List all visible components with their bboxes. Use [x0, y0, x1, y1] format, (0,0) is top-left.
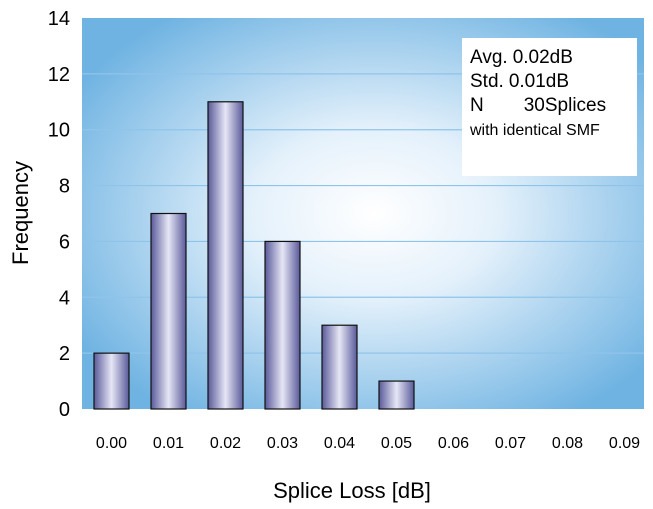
- x-axis-title: Splice Loss [dB]: [273, 478, 431, 503]
- std-value: 0.01dB: [508, 71, 570, 92]
- bar: [378, 380, 415, 410]
- y-tick-label: 4: [59, 287, 70, 309]
- x-tick-label: 0.06: [438, 435, 469, 452]
- avg-label: Avg.: [470, 47, 508, 68]
- bars: [93, 101, 415, 410]
- stats-n: N 30Splices: [470, 94, 637, 118]
- x-tick-label: 0.05: [381, 435, 412, 452]
- y-tick-label: 14: [48, 8, 70, 30]
- stats-avg: Avg. 0.02dB: [470, 46, 637, 70]
- x-tick-label: 0.07: [495, 435, 526, 452]
- avg-value: 0.02dB: [512, 47, 573, 68]
- bar: [207, 101, 244, 410]
- std-label: Std.: [470, 71, 504, 92]
- y-tick-label: 12: [48, 64, 70, 86]
- x-tick-label: 0.02: [210, 435, 241, 452]
- y-axis-title: Frequency: [8, 161, 33, 265]
- n-label: N: [470, 95, 484, 116]
- x-tick-label: 0.09: [609, 435, 640, 452]
- y-tick-label: 6: [59, 231, 70, 253]
- stats-legend-box: Avg. 0.02dB Std. 0.01dB N 30Splices with id…: [462, 38, 637, 176]
- x-tick-labels: 0.00 0.01 0.02 0.03 0.04 0.05 0.06 0.07 0.08 0.09: [96, 435, 640, 452]
- y-tick-label: 8: [59, 176, 70, 198]
- stats-std: Std. 0.01dB: [470, 70, 637, 94]
- bar: [93, 352, 130, 410]
- y-tick-label: 2: [59, 343, 70, 365]
- x-tick-label: 0.00: [96, 435, 127, 452]
- bar: [150, 212, 187, 410]
- y-tick-label: 10: [48, 120, 70, 142]
- y-tick-labels: 0 2 4 6 8 10 12 14: [48, 8, 70, 421]
- y-tick-label: 0: [59, 399, 70, 421]
- bar: [264, 240, 301, 410]
- x-tick-label: 0.08: [552, 435, 583, 452]
- x-tick-label: 0.01: [153, 435, 184, 452]
- stats-note: with identical SMF: [470, 122, 600, 139]
- x-tick-label: 0.04: [324, 435, 355, 452]
- x-tick-label: 0.03: [267, 435, 298, 452]
- n-value: 30Splices: [523, 95, 607, 116]
- bar: [321, 324, 358, 410]
